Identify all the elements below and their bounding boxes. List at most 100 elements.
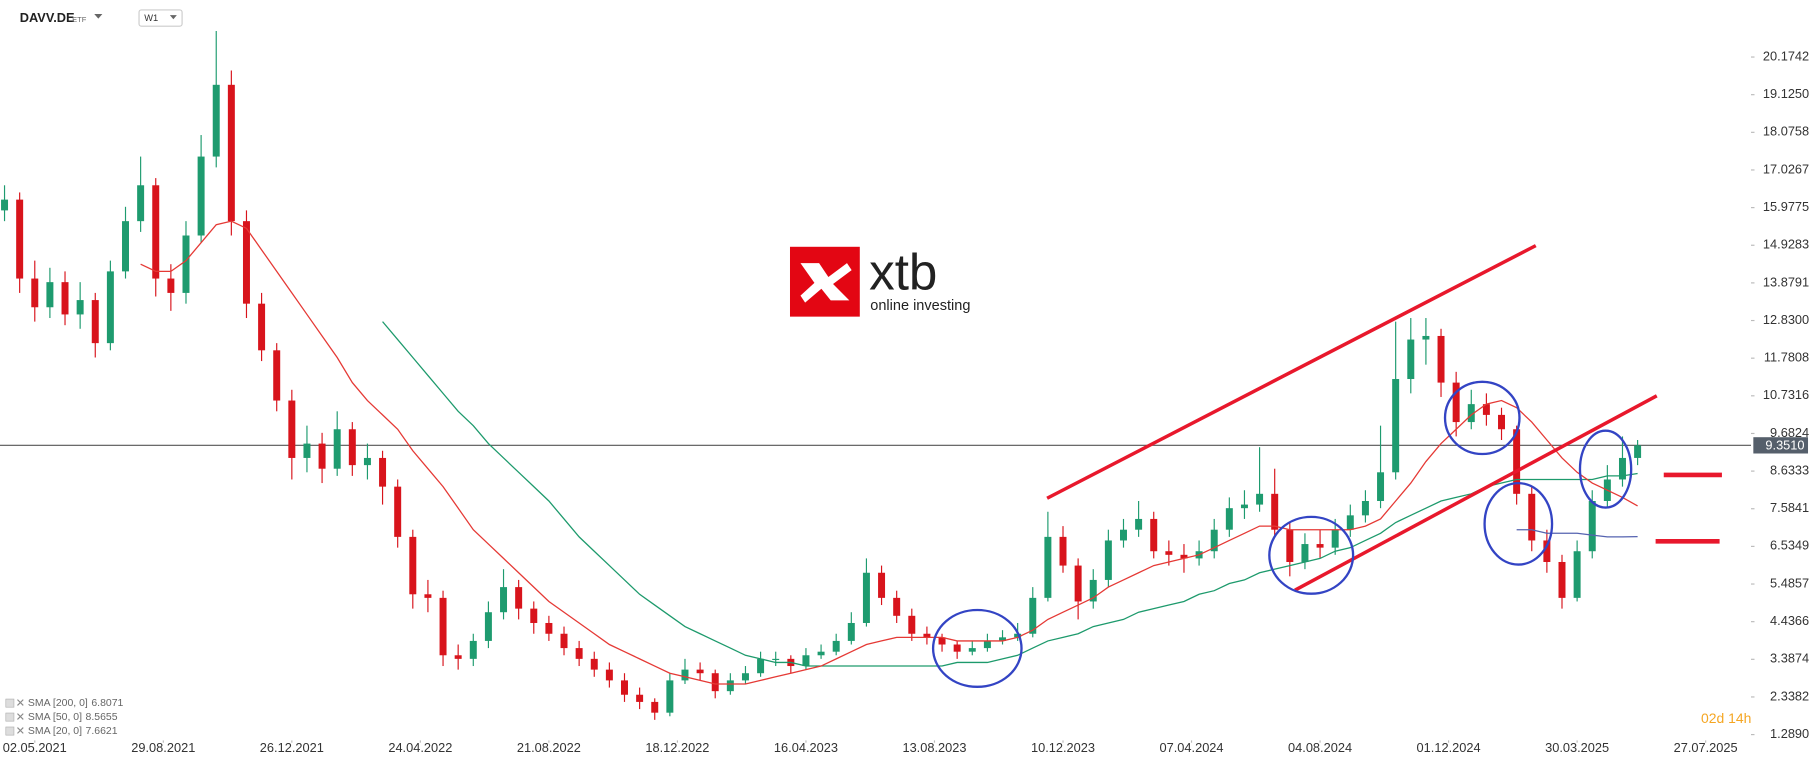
candle-body [484, 612, 492, 641]
y-tick-label: 18.0758 [1763, 124, 1809, 139]
timeframe-select[interactable] [138, 9, 183, 27]
candle-body [1, 199, 9, 211]
candle-body [1089, 579, 1097, 602]
x-tick-label: 10.12.2023 [1031, 740, 1095, 755]
candle-body [318, 443, 326, 469]
candle-body [1150, 518, 1158, 552]
candle-body [1135, 518, 1143, 530]
candle-body [953, 644, 961, 652]
legend-remove [17, 713, 24, 720]
candle-body [1180, 554, 1188, 559]
candle-body [878, 572, 886, 598]
candle-body [500, 587, 508, 613]
y-tick-label: 12.8300 [1763, 312, 1809, 327]
candle-body [847, 622, 855, 641]
candle-body [1407, 339, 1415, 380]
asset-type: ETF [72, 15, 87, 24]
candle-body [1210, 529, 1218, 552]
candle-body [1482, 404, 1490, 415]
y-tick-label: 10.7316 [1763, 387, 1809, 402]
x-tick-label: 30.03.2025 [1545, 740, 1609, 755]
candle-body [1618, 457, 1626, 480]
candle-body [1286, 529, 1294, 562]
candle-body [212, 84, 220, 157]
y-tick-label: 5.4857 [1770, 575, 1809, 590]
candle-body [106, 271, 114, 344]
x-tick-label: 21.08.2022 [517, 740, 581, 755]
legend-value: 7.6621 [86, 726, 118, 737]
candle-body [152, 185, 160, 279]
legend-name: SMA [200, 0] [28, 698, 88, 709]
y-tick-label: 20.1742 [1763, 48, 1809, 63]
y-tick-label: 7.5841 [1770, 500, 1809, 515]
header: DAVV.DE ETF W1 [20, 9, 183, 27]
symbol-caret[interactable] [94, 13, 103, 19]
candle-body [1271, 493, 1279, 530]
legend-name: SMA [20, 0] [28, 726, 82, 737]
candle-body [651, 701, 659, 713]
y-tick-label: 1.2890 [1770, 726, 1809, 741]
symbol[interactable]: DAVV.DE [20, 10, 75, 25]
last-price-box [1753, 437, 1809, 454]
candle-body [182, 235, 190, 293]
candle-body [1316, 544, 1324, 548]
candle-body [288, 400, 296, 458]
candle-body [1225, 508, 1233, 530]
candle-body [560, 633, 568, 649]
candle-body [1528, 493, 1536, 541]
axes: 20.1742 19.1250 18.0758 17.0267 15.9775 14.92… [3, 48, 1809, 754]
candle-body [1452, 382, 1460, 423]
y-tick-label: 13.8791 [1763, 274, 1809, 289]
timeframe-caret[interactable] [169, 15, 177, 20]
last-price-label: 9.3510 [1765, 437, 1804, 452]
candle-body [1361, 500, 1369, 516]
candle-body [1543, 540, 1551, 562]
candle-body [258, 303, 266, 351]
candle-body [363, 457, 371, 466]
candle-body [1059, 536, 1067, 566]
candle-body [1392, 379, 1400, 473]
candle-body [757, 658, 765, 674]
x-tick-label: 01.12.2024 [1417, 740, 1481, 755]
timeframe[interactable]: W1 [144, 13, 158, 23]
candle-body [938, 637, 946, 645]
candle-body [303, 443, 311, 458]
candle-body [454, 655, 462, 659]
candle-body [726, 680, 734, 692]
candle-body [1513, 429, 1521, 494]
candle-body [409, 536, 417, 595]
candle-body [636, 694, 644, 702]
candle-body [681, 669, 689, 681]
logo-mark [800, 263, 852, 303]
sma-line [1516, 529, 1638, 538]
candle-body [16, 199, 24, 279]
legend-value: 6.8071 [91, 698, 123, 709]
candle-body [530, 608, 538, 623]
candle-body [696, 669, 704, 674]
candle-body [137, 185, 145, 222]
candle-body [1588, 500, 1596, 552]
legend-icon [5, 698, 15, 708]
candle-body [1331, 529, 1339, 548]
x-tick-label: 04.08.2024 [1288, 740, 1352, 755]
candle-body [273, 350, 281, 401]
x-tick-label: 26.12.2021 [260, 740, 324, 755]
candle-body [862, 572, 870, 623]
candle-body [908, 615, 916, 634]
candle-body [31, 278, 39, 308]
x-tick-label: 02.05.2021 [3, 740, 67, 755]
sma-line [382, 321, 1638, 667]
candle-body [817, 651, 825, 656]
candle-body [197, 156, 205, 236]
candle-body [666, 680, 674, 713]
candle-body [1346, 515, 1354, 530]
highlight-circle [931, 608, 1023, 688]
logo-tagline: online investing [870, 298, 970, 314]
y-tick-label: 8.6333 [1770, 462, 1809, 477]
logo-brand: xtb [869, 243, 937, 300]
candle-body [242, 221, 250, 304]
candle-body [711, 673, 719, 692]
candle-body [741, 673, 749, 681]
